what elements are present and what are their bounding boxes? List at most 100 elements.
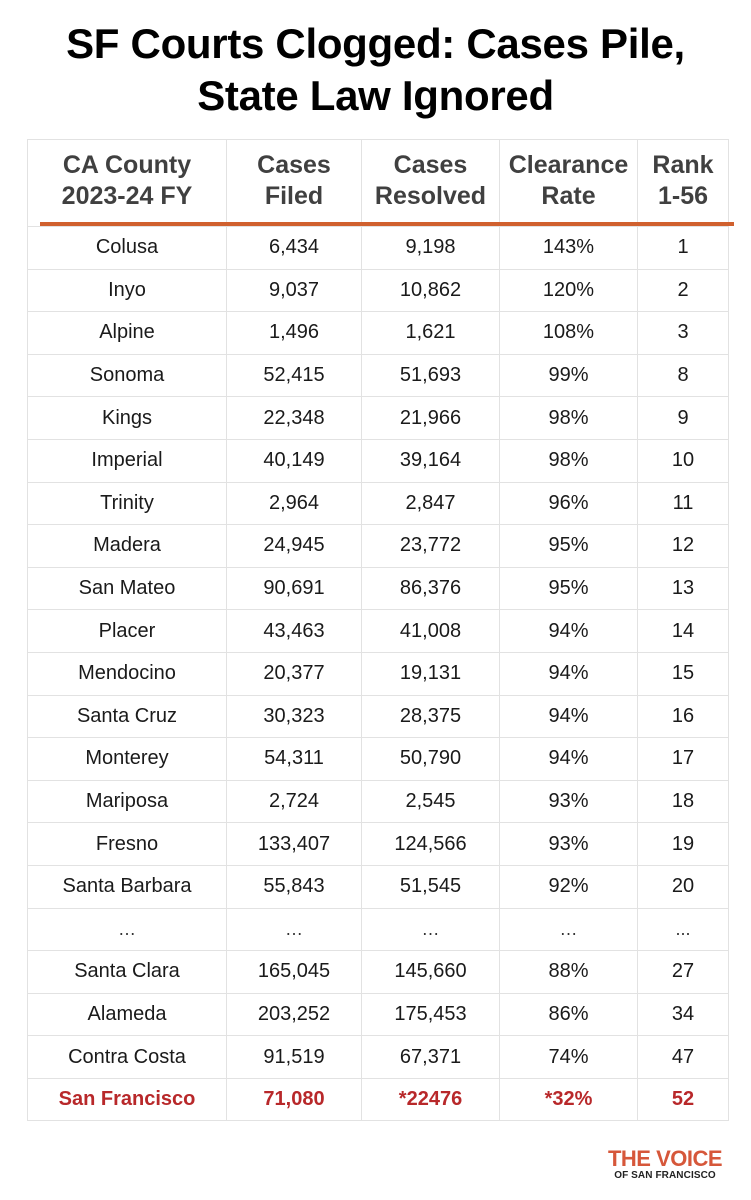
cell-clearance: 92% (499, 865, 637, 908)
cell-filed: … (226, 908, 361, 951)
table-row: Santa Cruz 30,323 28,375 94% 16 (28, 694, 728, 738)
cell-filed: 133,407 (226, 823, 361, 865)
cell-rank: 3 (637, 312, 728, 354)
cell-filed: 91,519 (226, 1036, 361, 1078)
cell-county: San Francisco (58, 1088, 196, 1111)
cell-filed: 71,080 (226, 1078, 361, 1121)
cell-county: Mariposa (85, 790, 169, 813)
table-row: Alpine 1,496 1,621 108% 3 (28, 311, 728, 354)
header-label: Resolved (374, 182, 487, 210)
cell-rank: 34 (637, 993, 728, 1036)
table-row: Placer 43,463 41,008 94% 14 (28, 609, 728, 652)
table-row: Fresno 133,407 124,566 93% 19 (28, 822, 728, 865)
cell-clearance: 88% (499, 951, 637, 993)
cell-filed: 24,945 (226, 525, 361, 567)
page-title: SF Courts Clogged: Cases Pile, State Law… (0, 18, 751, 122)
cell-clearance: 120% (499, 269, 637, 312)
cell-clearance: 95% (499, 567, 637, 610)
cell-clearance: 93% (499, 823, 637, 865)
cell-county: Sonoma (89, 364, 165, 387)
cell-county: Trinity (100, 491, 154, 514)
cell-filed: 54,311 (226, 738, 361, 780)
cell-resolved: 50,790 (361, 738, 499, 780)
cell-clearance: 143% (499, 227, 637, 269)
cell-filed: 6,434 (226, 227, 361, 269)
table-row: Imperial 40,149 39,164 98% 10 (28, 438, 728, 482)
cell-resolved: 23,772 (361, 525, 499, 567)
cell-rank: 11 (637, 482, 728, 525)
cell-resolved: 175,453 (361, 993, 499, 1036)
table-row: Monterey 54,311 50,790 94% 17 (28, 737, 728, 780)
table-header-row: CA County 2023-24 FY Cases Filed Cases R… (28, 140, 734, 226)
header-accent-divider (40, 222, 734, 226)
cell-filed: 22,348 (226, 397, 361, 439)
cell-resolved: 1,621 (361, 312, 499, 354)
cell-clearance: 94% (499, 695, 637, 738)
cell-resolved: … (361, 908, 499, 951)
cell-county: Santa Clara (74, 960, 180, 983)
cell-county: Placer (98, 619, 156, 642)
cell-resolved: 21,966 (361, 397, 499, 439)
cell-county: Santa Barbara (62, 875, 192, 898)
cell-clearance: 74% (499, 1036, 637, 1078)
header-label: Clearance (508, 151, 629, 179)
header-rank: Rank 1-56 (637, 140, 728, 226)
cell-county: Madera (93, 534, 161, 557)
cell-rank: 47 (637, 1036, 728, 1078)
cell-rank: ... (637, 908, 728, 951)
cell-filed: 40,149 (226, 439, 361, 482)
cell-clearance: 98% (499, 397, 637, 439)
cell-filed: 1,496 (226, 312, 361, 354)
cell-rank: 2 (637, 269, 728, 312)
header-county: CA County 2023-24 FY (28, 140, 226, 226)
cell-filed: 52,415 (226, 354, 361, 397)
cell-resolved: 9,198 (361, 227, 499, 269)
cell-clearance: 94% (499, 652, 637, 695)
cell-clearance: 86% (499, 993, 637, 1036)
cell-clearance: 96% (499, 482, 637, 525)
cell-county: Fresno (95, 832, 159, 855)
header-label: Rate (541, 182, 596, 210)
table-row: Inyo 9,037 10,862 120% 2 (28, 268, 728, 312)
cell-rank: 8 (637, 354, 728, 397)
cell-county: Mendocino (78, 662, 176, 685)
cell-filed: 30,323 (226, 695, 361, 738)
header-cases-filed: Cases Filed (226, 140, 361, 226)
table-row: Alameda 203,252 175,453 86% 34 (28, 992, 728, 1036)
cell-resolved: 2,847 (361, 482, 499, 525)
cell-resolved: 51,545 (361, 865, 499, 908)
cell-clearance: 108% (499, 312, 637, 354)
cell-rank: 10 (637, 439, 728, 482)
cell-county: Colusa (95, 236, 159, 259)
table-row: Madera 24,945 23,772 95% 12 (28, 524, 728, 567)
cell-rank: 12 (637, 525, 728, 567)
header-clearance-rate: Clearance Rate (499, 140, 637, 226)
cell-rank: 15 (637, 652, 728, 695)
cell-county: Alameda (87, 1002, 167, 1025)
cell-rank: 14 (637, 610, 728, 652)
cell-rank: 52 (637, 1078, 728, 1121)
logo-sub-text: OF SAN FRANCISCO (614, 1170, 716, 1181)
cell-county: Imperial (91, 449, 163, 472)
cell-resolved: 28,375 (361, 695, 499, 738)
cell-filed: 2,964 (226, 482, 361, 525)
header-label: 1-56 (657, 182, 709, 210)
cell-clearance: 94% (499, 610, 637, 652)
table-row: Trinity 2,964 2,847 96% 11 (28, 481, 728, 525)
cell-clearance: *32% (499, 1078, 637, 1121)
cell-filed: 43,463 (226, 610, 361, 652)
cell-resolved: 86,376 (361, 567, 499, 610)
table-row: Santa Barbara 55,843 51,545 92% 20 (28, 864, 728, 908)
cell-county: San Mateo (78, 577, 176, 600)
header-label: Cases (257, 151, 331, 179)
publisher-logo: THE VOICE OF SAN FRANCISCO (600, 1148, 730, 1182)
cell-rank: 18 (637, 780, 728, 823)
cell-filed: 2,724 (226, 780, 361, 823)
cell-resolved: 2,545 (361, 780, 499, 823)
title-line-2: State Law Ignored (197, 72, 554, 119)
table-row: Kings 22,348 21,966 98% 9 (28, 396, 728, 439)
table-row: Sonoma 52,415 51,693 99% 8 (28, 353, 728, 397)
cell-clearance: 98% (499, 439, 637, 482)
header-label: CA County (62, 151, 192, 179)
table-row: Mariposa 2,724 2,545 93% 18 (28, 779, 728, 823)
